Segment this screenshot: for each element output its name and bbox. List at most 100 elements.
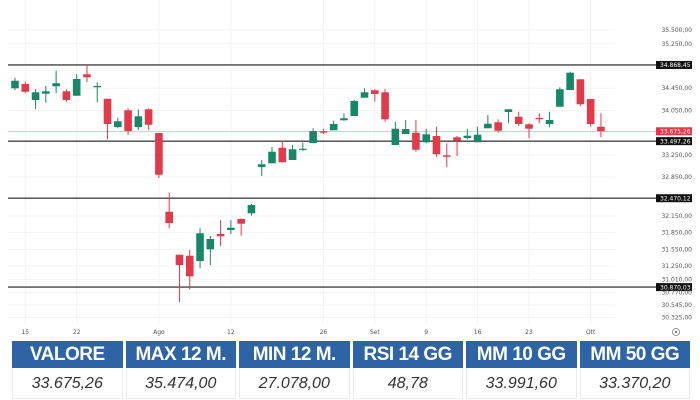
candle-body [206,239,215,250]
candle-body [463,135,472,138]
grid [8,0,615,323]
stat-header-mm50: MM 50 GG [579,341,690,368]
candle [412,120,420,152]
candle [319,128,328,134]
candle-body [42,91,50,94]
settings-icon[interactable] [672,328,680,336]
candle-body [381,92,389,120]
candle [103,98,112,140]
x-tick-label: 16 [474,329,482,336]
y-tick-label: 34.050,00 [661,107,692,114]
candle-body [11,80,19,89]
current-price-label-box [656,127,692,136]
candle [442,143,451,168]
x-tick-label: 15 [21,329,29,336]
candle-body [185,255,194,277]
candle-body [257,164,266,167]
candle-body [371,90,379,94]
level-label: 32.470,12 [660,195,691,202]
y-tick-label: 30.770,00 [661,290,692,297]
candle [124,108,132,135]
x-tick-label: 12 [227,329,235,336]
x-axis: 15 22 Ago 12 26 Set 9 16 23 Ott [21,329,596,336]
candle [381,89,389,122]
candle-body [566,72,574,90]
candle-body [103,98,112,124]
x-tick-label: 9 [424,329,428,336]
x-tick-label: Ott [586,329,596,336]
candle-body [525,124,533,129]
candle [350,100,359,116]
candle [586,99,595,127]
candle-body [299,148,307,150]
candle-body [52,83,60,87]
y-axis: 35.500,00 35.250,00 34.450,00 34.050,00 33.2… [661,27,692,321]
candle-body [586,99,595,124]
stat-header-valore: VALORE [12,341,123,368]
candle [175,254,184,302]
candle-body [535,118,544,120]
y-tick-label: 32.150,00 [661,213,692,220]
x-tick-label: 26 [320,329,328,336]
candle [227,220,235,234]
candle [268,146,276,164]
x-tick-label: 22 [73,329,81,336]
candle-body [504,109,513,112]
candle-body [360,92,369,98]
level-label: 30.870,03 [660,284,691,291]
candle-body [31,92,40,100]
y-tick-label: 35.250,00 [661,41,692,48]
candle [576,79,585,106]
candle [504,109,513,124]
candle-body [453,137,461,141]
candle-body [576,79,585,105]
candle [391,122,400,145]
y-tick-label: 31.550,00 [661,246,692,253]
candle-body [288,149,297,160]
x-tick-label: 23 [525,329,533,336]
candle [42,86,50,103]
stat-value-mm50: 33.370,20 [579,368,690,399]
candle-body [62,91,71,100]
candle-body [340,118,348,121]
candle-body [227,227,235,230]
level-label-box [656,60,692,69]
candle [545,111,554,128]
x-tick-label: Ago [153,329,165,336]
candle [155,133,163,178]
candle [196,228,204,269]
candle [83,65,91,82]
candle [144,108,153,130]
level-label-box [656,283,692,292]
candle [165,192,173,229]
candle-body [556,89,564,107]
y-tick-label: 35.500,00 [661,27,692,34]
level-label: 33.497,26 [660,138,691,145]
candlestick-chart[interactable]: 34.868,45 33.497,26 32.470,12 30.870,03 33.6… [0,0,700,340]
level-lines: 34.868,45 33.497,26 32.470,12 30.870,03 33.6… [8,60,692,292]
y-tick-label: 34.450,00 [661,85,692,92]
level-label-box [656,137,692,146]
candle-body [319,131,328,133]
candle [93,82,102,103]
current-price-label: 33.675,26 [660,128,691,135]
candle-body [350,101,359,116]
candle [309,128,317,143]
candle-body [237,219,245,224]
candle [31,89,40,109]
candle [473,126,482,143]
candle-body [268,151,276,164]
candle [371,89,379,102]
candle [216,220,225,246]
candle [597,113,605,138]
y-tick-label: 31.850,00 [661,230,692,237]
candle-body [545,120,554,124]
stats-table: VALORE MAX 12 M. MIN 12 M. RSI 14 GG MM … [12,341,690,399]
candle-body [597,126,605,132]
candle-body [247,205,256,214]
candle-body [144,109,153,125]
candle [514,111,523,126]
candle-body [83,74,91,78]
y-tick-label: 33.250,00 [661,152,692,159]
level-label-box [656,194,692,203]
